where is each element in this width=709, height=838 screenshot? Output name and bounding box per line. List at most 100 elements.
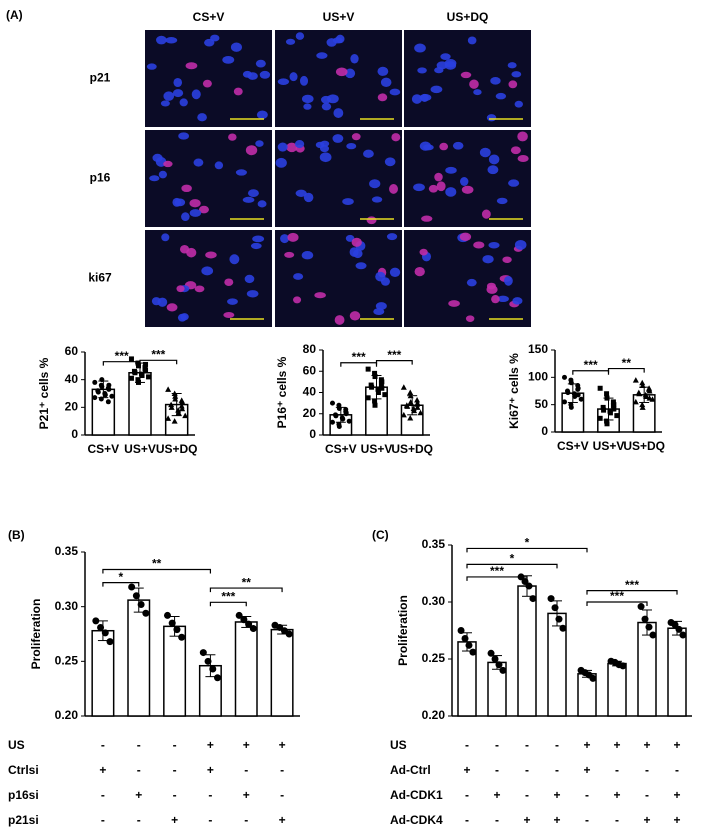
data-point — [199, 649, 207, 657]
data-point — [404, 403, 411, 409]
nucleus — [277, 142, 288, 152]
x-tick-label: US+V — [124, 442, 156, 456]
condition-sign: - — [495, 738, 499, 752]
data-point — [465, 641, 473, 649]
nucleus — [319, 152, 332, 163]
nucleus — [275, 157, 287, 168]
nucleus — [496, 197, 508, 205]
y-tick-label: 0.20 — [55, 708, 79, 722]
data-point — [604, 418, 610, 424]
data-point — [499, 666, 507, 674]
nucleus — [488, 241, 500, 249]
nucleus — [491, 294, 500, 304]
nucleus — [482, 255, 494, 264]
nucleus — [205, 251, 217, 259]
nucleus — [391, 133, 401, 142]
nucleus — [233, 87, 243, 96]
nucleus — [303, 192, 314, 203]
condition-sign: + — [613, 788, 620, 802]
nucleus — [201, 266, 214, 276]
x-tick-label: US+V — [361, 442, 393, 456]
x-tick-label: CS+V — [325, 442, 357, 456]
data-point — [97, 623, 105, 631]
data-point — [135, 377, 141, 383]
nucleus — [473, 89, 482, 96]
nucleus — [384, 157, 396, 167]
data-point — [604, 395, 610, 401]
nucleus — [504, 275, 513, 286]
nucleus — [452, 141, 464, 150]
nucleus — [355, 262, 367, 270]
data-point — [555, 615, 563, 623]
nucleus — [295, 189, 307, 197]
condition-sign: + — [279, 738, 286, 752]
x-tick-label: US+DQ — [623, 439, 665, 453]
data-point — [172, 396, 179, 402]
nucleus — [303, 103, 312, 110]
column-label: US+V — [323, 10, 355, 24]
significance-bracket — [375, 360, 413, 365]
data-point — [589, 674, 597, 682]
data-point — [128, 356, 134, 362]
condition-sign: - — [555, 738, 559, 752]
y-tick-label: 0.25 — [422, 651, 446, 665]
y-tick-label: 40 — [65, 372, 79, 386]
micrograph — [275, 130, 402, 227]
data-point — [637, 603, 645, 611]
condition-sign: - — [137, 813, 141, 827]
nucleus — [252, 235, 265, 243]
nucleus — [172, 197, 182, 207]
data-point — [179, 398, 186, 405]
y-tick-label: 60 — [303, 363, 317, 377]
nucleus — [351, 133, 361, 141]
condition-sign: + — [583, 763, 590, 777]
condition-sign: - — [525, 788, 529, 802]
nucleus — [366, 216, 377, 225]
data-point — [336, 405, 342, 411]
nucleus — [185, 62, 198, 70]
nucleus — [204, 38, 215, 47]
data-point — [168, 619, 176, 627]
nucleus — [189, 209, 202, 217]
condition-sign: - — [101, 813, 105, 827]
y-tick-label: 0.30 — [55, 599, 79, 613]
nucleus — [191, 89, 201, 100]
significance-bracket — [572, 370, 610, 375]
data-point — [106, 638, 114, 646]
data-point — [575, 386, 581, 392]
significance-label: * — [118, 570, 123, 584]
y-axis-label: Ki67⁺ cells % — [507, 353, 521, 429]
nucleus — [176, 285, 185, 293]
nucleus — [242, 196, 255, 203]
nucleus — [512, 297, 523, 305]
condition-sign: + — [673, 788, 680, 802]
condition-label: p16si — [8, 788, 39, 802]
nucleus — [229, 254, 240, 265]
nucleus — [344, 68, 356, 79]
panel-label: (C) — [372, 528, 389, 542]
nucleus — [481, 209, 491, 219]
nucleus — [508, 80, 518, 89]
data-point — [565, 390, 571, 396]
panel-label: (B) — [8, 528, 25, 542]
data-point — [171, 390, 178, 396]
data-point — [106, 382, 112, 388]
condition-sign: - — [495, 813, 499, 827]
nucleus — [314, 292, 326, 299]
nucleus — [244, 274, 255, 284]
nucleus — [193, 158, 204, 167]
data-point — [128, 375, 134, 381]
nucleus — [173, 77, 183, 88]
nucleus — [389, 184, 399, 194]
nucleus — [353, 249, 363, 259]
data-point — [146, 374, 152, 380]
data-point — [109, 393, 115, 399]
nucleus — [255, 140, 264, 147]
significance-bracket — [209, 601, 247, 607]
condition-sign: - — [585, 788, 589, 802]
significance-label: *** — [625, 578, 639, 592]
data-point — [235, 611, 243, 619]
nucleus — [287, 232, 299, 242]
nucleus — [326, 38, 337, 47]
error-bar — [205, 654, 216, 678]
